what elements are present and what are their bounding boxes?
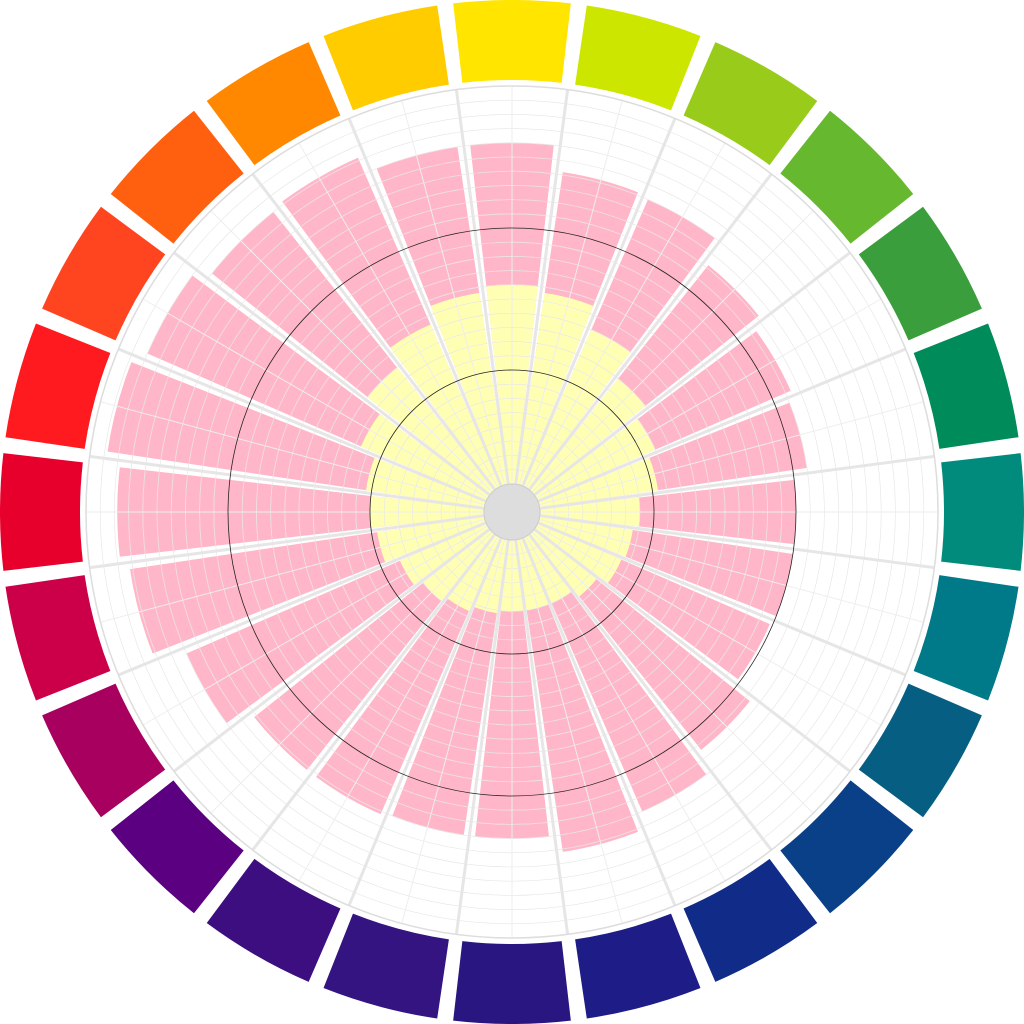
spoke	[511, 298, 882, 513]
hue-segment	[683, 42, 818, 166]
hue-segment	[575, 913, 701, 1019]
spoke	[511, 454, 935, 514]
bar	[512, 329, 631, 512]
hue-segment	[780, 110, 914, 244]
spoke	[117, 347, 513, 514]
spoke	[511, 100, 623, 513]
spoke	[401, 511, 513, 924]
hue-segment	[575, 5, 701, 111]
spoke	[511, 142, 726, 513]
spoke	[510, 173, 773, 513]
spoke	[173, 510, 513, 773]
hue-segment	[780, 780, 914, 914]
spoke	[298, 142, 513, 513]
spoke	[511, 511, 623, 924]
spoke	[117, 510, 513, 677]
spoke	[401, 100, 513, 513]
hue-segment	[206, 858, 341, 982]
spoke	[511, 401, 924, 513]
spoke	[89, 454, 513, 514]
bar	[447, 512, 512, 611]
spoke	[511, 347, 907, 514]
spoke	[511, 511, 882, 726]
spoke	[251, 511, 514, 851]
bar	[390, 324, 512, 512]
spoke	[454, 511, 514, 935]
grid-line	[369, 369, 655, 655]
spoke	[142, 298, 513, 513]
hue-segment	[5, 323, 111, 449]
spoke	[347, 117, 514, 513]
hue-segment	[323, 5, 449, 111]
spoke	[347, 511, 514, 907]
spoke	[251, 173, 514, 513]
hue-segment	[858, 683, 982, 818]
spoke	[511, 511, 814, 814]
grid-line	[85, 85, 939, 939]
hue-segment	[206, 42, 341, 166]
bar	[360, 414, 512, 512]
grid-line	[227, 227, 797, 797]
spoke	[510, 89, 570, 513]
hue-segment	[5, 575, 111, 701]
spoke	[454, 89, 514, 513]
hue-segment	[683, 858, 818, 982]
hue-segment	[453, 0, 571, 83]
hue-segment	[913, 575, 1019, 701]
spoke	[511, 511, 924, 623]
bar	[400, 512, 512, 585]
hue-segment	[110, 110, 244, 244]
hue-segment	[42, 206, 166, 341]
spoke	[173, 251, 513, 514]
spoke	[511, 511, 726, 882]
hue-segment	[858, 206, 982, 341]
spoke	[100, 511, 513, 623]
bar	[430, 292, 512, 512]
spoke	[210, 511, 513, 814]
center-hub	[483, 483, 541, 541]
spoke	[510, 511, 677, 907]
hue-segment	[323, 913, 449, 1019]
spoke	[210, 210, 513, 513]
spoke	[142, 511, 513, 726]
spoke	[510, 511, 773, 851]
spoke	[511, 510, 851, 773]
hue-segment	[0, 453, 83, 571]
spoke	[510, 511, 570, 935]
hue-segment	[913, 323, 1019, 449]
spoke	[510, 117, 677, 513]
hue-segment	[110, 780, 244, 914]
hue-segment	[42, 683, 166, 818]
bar	[512, 512, 622, 583]
hue-segment	[941, 453, 1024, 571]
spoke	[511, 210, 814, 513]
spoke	[89, 510, 513, 570]
hue-segment	[453, 941, 571, 1024]
spoke	[511, 251, 851, 514]
spoke	[511, 510, 907, 677]
spoke	[298, 511, 513, 882]
bar	[512, 292, 594, 512]
spoke	[511, 510, 935, 570]
spoke	[100, 401, 513, 513]
